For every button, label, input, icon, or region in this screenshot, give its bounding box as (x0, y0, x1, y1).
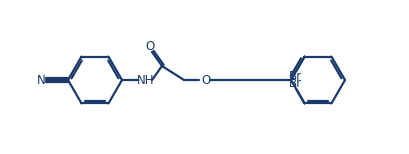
Text: NH: NH (137, 73, 154, 87)
Text: N: N (36, 73, 45, 87)
Text: Br: Br (288, 70, 301, 83)
Text: O: O (201, 73, 210, 87)
Text: O: O (145, 41, 154, 53)
Text: Br: Br (288, 77, 301, 90)
